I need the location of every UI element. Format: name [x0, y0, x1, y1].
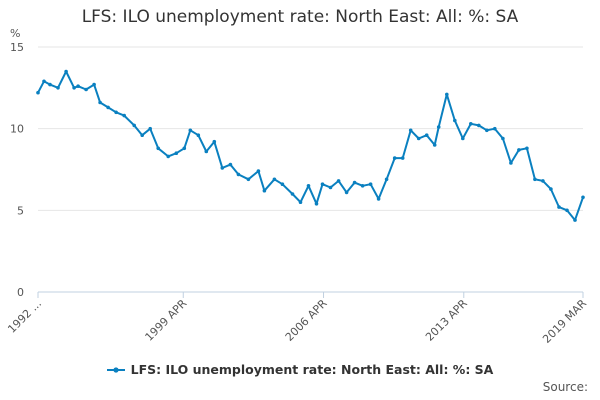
data-point — [549, 187, 553, 191]
x-tick-label: 1999 APR — [143, 297, 190, 344]
data-point — [416, 136, 421, 141]
data-point — [42, 79, 46, 84]
source-label: Source: — [542, 380, 588, 394]
gridlines — [38, 46, 583, 211]
data-point — [509, 161, 513, 165]
data-point — [298, 200, 303, 204]
data-point — [557, 205, 561, 209]
x-axis: 1992 ... 1999 APR 2006 APR 2013 APR 2019 MAR — [5, 291, 589, 346]
data-point — [114, 110, 118, 115]
data-point — [469, 122, 473, 126]
series-polyline — [37, 70, 584, 222]
data-point — [336, 179, 341, 183]
data-point — [581, 195, 585, 200]
data-point — [188, 128, 193, 133]
data-point — [182, 146, 187, 151]
data-point — [344, 190, 349, 195]
data-point — [92, 82, 96, 87]
data-point — [493, 126, 497, 131]
data-point — [140, 133, 144, 137]
data-point — [236, 172, 241, 177]
data-point — [72, 86, 76, 90]
data-point — [501, 136, 505, 141]
data-point — [376, 197, 381, 201]
y-tick-label: 0 — [17, 286, 24, 299]
data-point — [360, 184, 365, 188]
data-point — [156, 146, 160, 151]
data-point — [533, 177, 537, 182]
data-point — [525, 146, 529, 151]
legend[interactable]: LFS: ILO unemployment rate: North East: … — [0, 362, 600, 377]
data-point — [174, 151, 179, 155]
data-point — [400, 156, 405, 160]
data-point — [48, 82, 52, 87]
data-point — [352, 180, 357, 185]
data-point — [517, 148, 521, 152]
data-point — [76, 84, 80, 88]
data-point — [485, 128, 489, 133]
data-point — [314, 202, 319, 206]
data-point — [368, 182, 373, 186]
y-tick-label: 10 — [10, 123, 24, 136]
data-point — [64, 69, 68, 74]
data-point — [436, 125, 441, 129]
data-point — [132, 123, 136, 128]
data-point — [84, 87, 88, 92]
data-point — [392, 156, 397, 160]
data-point — [148, 126, 152, 131]
data-point — [432, 143, 437, 147]
legend-label: LFS: ILO unemployment rate: North East: … — [130, 362, 494, 377]
x-tick-label: 2006 APR — [283, 297, 330, 344]
data-point — [166, 154, 170, 159]
data-point — [212, 139, 217, 144]
y-tick-label: 15 — [10, 41, 24, 54]
legend-swatch-icon — [106, 366, 125, 373]
data-point — [256, 169, 261, 173]
x-tick-label: 2019 MAR — [540, 297, 589, 346]
data-point — [384, 177, 389, 182]
data-point — [565, 208, 569, 213]
chart-title: LFS: ILO unemployment rate: North East: … — [81, 7, 519, 27]
data-point — [408, 128, 413, 133]
data-point — [106, 105, 110, 110]
x-tick-label: 1992 ... — [5, 297, 44, 336]
data-point — [228, 162, 233, 167]
y-axis-ticks: 0 5 10 15 — [10, 41, 24, 299]
x-tick-label: 2013 APR — [423, 297, 470, 344]
data-point — [204, 149, 209, 154]
data-point — [262, 188, 267, 193]
data-point — [196, 133, 201, 137]
data-point — [122, 113, 126, 118]
data-point — [445, 92, 449, 97]
data-point — [306, 184, 311, 188]
data-point — [290, 192, 295, 196]
data-point — [280, 182, 285, 186]
data-point — [573, 218, 577, 222]
series-line — [36, 69, 585, 222]
data-point — [36, 90, 40, 95]
data-point — [461, 136, 465, 141]
data-point — [453, 118, 457, 123]
data-point — [320, 182, 325, 186]
data-point — [424, 133, 429, 137]
data-point — [477, 123, 481, 128]
data-point — [272, 177, 277, 182]
y-axis-unit-label: % — [10, 27, 20, 40]
y-tick-label: 5 — [17, 204, 24, 217]
data-point — [56, 86, 60, 90]
data-point — [220, 166, 225, 170]
data-point — [328, 185, 333, 190]
data-point — [246, 177, 251, 182]
data-point — [98, 100, 102, 105]
data-point — [541, 179, 545, 183]
